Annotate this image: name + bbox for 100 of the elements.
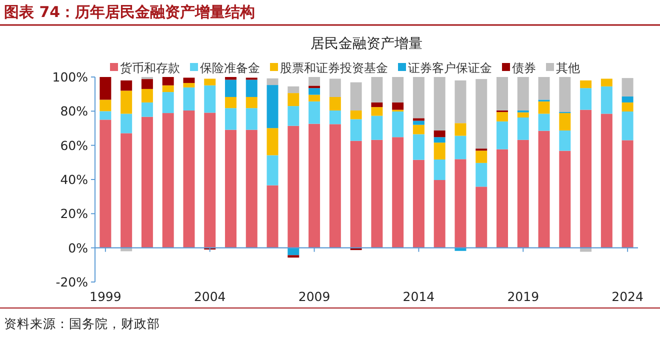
bar [329,124,341,248]
bar [141,88,153,102]
x-tick-label: 2009 [298,289,330,304]
bar [622,112,634,140]
bar [517,112,529,118]
bar [141,116,153,248]
bar [120,90,132,114]
bar [308,124,320,248]
bar [496,149,508,248]
bar [141,79,153,89]
bar [350,119,362,141]
bar [622,96,634,102]
x-tick-label: 2024 [612,289,644,304]
bar [225,80,236,97]
bar [476,150,488,163]
bar [183,87,195,110]
bar [288,93,300,106]
bar [517,77,529,110]
bar [246,96,258,108]
bar [308,94,320,102]
bar [329,96,341,110]
bar [412,120,424,125]
x-tick-label: 2004 [194,289,226,304]
bar [329,110,341,124]
bar [371,140,383,248]
bar [496,121,508,150]
bar [454,136,466,160]
bar [580,110,592,248]
bar [204,112,216,248]
bar [392,102,404,110]
bar [120,133,132,248]
bar [266,185,278,248]
bar [371,102,383,108]
bar [538,114,550,131]
bar [622,140,634,248]
bar [162,85,174,92]
y-tick-label: -20% [56,274,88,290]
bar [538,77,550,100]
bar [288,255,300,258]
y-tick-label: 40% [60,172,88,187]
bar [559,130,571,151]
bar [392,77,404,102]
bar [412,134,424,160]
bar [434,180,446,248]
bar [412,124,424,134]
y-tick-label: 100% [52,70,88,84]
x-tick-label: 2014 [402,289,435,304]
bar [204,85,216,113]
legend-label: 其他 [556,61,580,75]
bar [246,130,258,248]
bar [392,112,404,138]
y-tick-label: 0% [68,240,88,256]
bar [622,102,634,112]
bar [100,100,112,112]
bar [600,86,612,114]
bar [225,96,236,108]
bar [580,88,592,110]
y-tick-label: 60% [60,138,88,153]
bar [434,160,446,180]
bar [371,116,383,140]
bar [120,80,132,91]
bar [392,137,404,248]
x-tick-label: 2019 [507,289,540,304]
text: 资料来源：国务院，财政部 [4,316,160,331]
bar [371,77,383,102]
bar [434,77,446,130]
bar [476,162,488,187]
bar [288,86,300,94]
bar [559,150,571,248]
bar [371,107,383,116]
bar [350,82,362,110]
bar [308,86,320,88]
bar [266,128,278,156]
bar [308,88,320,95]
chart-title: 图表 74：历年居民金融资产增量结构 [4,3,256,21]
bar [266,155,278,186]
bar [100,111,112,120]
legend-label: 股票和证券投资基金 [280,61,388,75]
legend-label: 债券 [512,61,536,75]
bar [454,80,466,124]
bar [454,123,466,136]
chart-subtitle: 居民金融资产增量 [310,36,422,52]
bar [162,77,174,86]
bar [225,108,236,130]
bar [350,110,362,120]
bar [412,118,424,121]
bar [308,77,320,86]
bar [496,77,508,110]
bar [266,78,278,86]
y-tick-label: 20% [60,206,88,222]
bar [434,142,446,160]
legend-label: 货币和存款 [120,61,180,75]
bar [183,82,195,88]
bar [204,78,216,86]
bar [288,106,300,126]
bar [120,114,132,134]
bar [329,78,341,97]
bar [266,85,278,128]
bar [100,77,112,100]
bar [600,78,612,86]
